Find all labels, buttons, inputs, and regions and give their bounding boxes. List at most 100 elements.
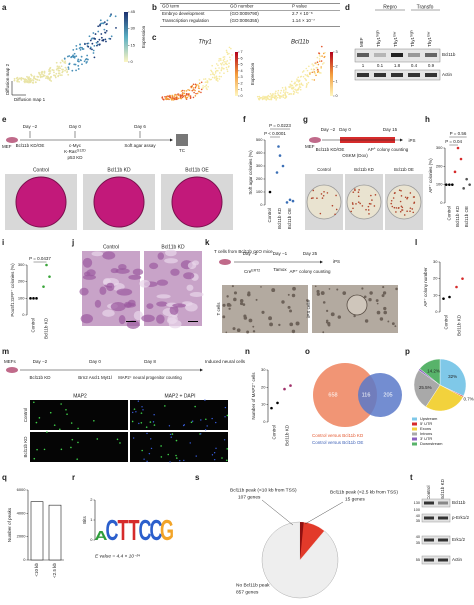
- cell-point: [206, 81, 208, 83]
- cell-point: [110, 35, 113, 38]
- y-axis-label: AP⁺ colony number: [423, 267, 428, 307]
- colony: [391, 205, 394, 208]
- cell-point: [67, 68, 70, 70]
- cell-point: [29, 77, 32, 80]
- cell-point: [292, 90, 295, 92]
- p-value: P < 0.0001: [264, 131, 286, 136]
- cell-point: [298, 86, 301, 88]
- logo-letter: T: [118, 515, 129, 547]
- cell-point: [177, 97, 179, 100]
- band: [408, 73, 420, 77]
- colony: [400, 195, 403, 197]
- band: [424, 538, 434, 542]
- cell-point: [91, 37, 94, 40]
- label: Bcl11b KD: [30, 375, 52, 380]
- colony: [413, 196, 416, 198]
- cell-point: [45, 77, 47, 79]
- cell-point: [53, 71, 55, 74]
- cell-point: [76, 60, 79, 62]
- cell-point: [258, 97, 260, 100]
- band: [357, 53, 369, 57]
- cell-point: [171, 99, 173, 101]
- label: Expression: [141, 25, 146, 48]
- cell-point: [274, 94, 276, 96]
- p-value: P = 0.0223: [269, 123, 291, 128]
- pie-slice: [425, 384, 464, 412]
- cell-point: [192, 96, 195, 99]
- y-axis-label: Pou5f1:GFP⁺ colonies (%): [10, 263, 15, 317]
- cell-point: [93, 56, 96, 59]
- cell-point: [165, 97, 168, 99]
- dish: [346, 184, 382, 220]
- colony: [357, 195, 360, 198]
- colorbar-tick: 0: [336, 94, 338, 98]
- cell: [242, 303, 246, 306]
- cell-point: [282, 91, 285, 93]
- colorbar-tick: 15: [131, 42, 136, 47]
- cell-point: [98, 44, 101, 46]
- logo-letter: C: [106, 515, 119, 547]
- cell: [222, 315, 226, 319]
- cell-point: [226, 70, 229, 73]
- cell-point: [212, 72, 214, 74]
- table-cell: Transcription regulation: [162, 18, 209, 23]
- y-tick-label: 0: [22, 312, 25, 317]
- cell-point: [102, 39, 105, 42]
- cell-point: [84, 43, 86, 46]
- cell-point: [30, 79, 33, 82]
- cell-point: [264, 95, 266, 98]
- line: [304, 501, 344, 525]
- label-rest: colony counting: [376, 147, 409, 152]
- cell-point: [302, 75, 305, 78]
- nucleus: [189, 442, 191, 444]
- label-main: Thy1: [427, 36, 432, 47]
- cell: [381, 294, 385, 298]
- tissue: [102, 251, 116, 260]
- label: MEF: [2, 144, 12, 149]
- colony: [374, 194, 377, 196]
- data-point: [45, 263, 48, 267]
- cell-point: [217, 80, 219, 82]
- label-main: AP: [368, 147, 374, 152]
- pie-slice: [439, 358, 467, 397]
- cell-point: [220, 68, 223, 70]
- cell: [327, 321, 331, 326]
- cell-point: [282, 94, 285, 96]
- tissue: [156, 294, 171, 299]
- day-label: Day −2: [33, 359, 48, 364]
- cell: [167, 453, 170, 456]
- y-tick-label: 0: [23, 557, 26, 562]
- cell-point: [18, 80, 20, 83]
- colony: [370, 203, 372, 205]
- image-label: Control: [103, 244, 119, 250]
- cell: [140, 412, 143, 414]
- cell-point: [277, 92, 279, 94]
- nucleus: [169, 461, 171, 463]
- legend-label: Introns: [420, 431, 432, 436]
- venn-circle: [313, 363, 377, 427]
- cell-point: [35, 78, 37, 81]
- cell: [269, 322, 273, 327]
- colony: [321, 197, 324, 199]
- cell-point: [316, 71, 319, 73]
- dish-label: Bcl11b KD: [107, 167, 131, 173]
- colony: [398, 189, 401, 192]
- cell-point: [60, 65, 63, 68]
- cell-point: [70, 55, 73, 58]
- fluorescence-image: [130, 432, 228, 462]
- cell-point: [71, 69, 74, 72]
- cell-point: [187, 89, 189, 91]
- cell-point: [312, 64, 315, 67]
- band: [374, 53, 386, 57]
- mouse-icon: [6, 137, 18, 143]
- cell-point: [307, 81, 310, 84]
- cell-point: [183, 90, 186, 92]
- rule: [160, 26, 340, 27]
- day-label: Day −2: [23, 124, 38, 129]
- cell-point: [262, 98, 264, 100]
- label: Tamox: [273, 267, 287, 272]
- panel-letter: k: [205, 238, 210, 247]
- cell-point: [269, 98, 271, 101]
- colorbar: [235, 52, 238, 96]
- cell-point: [51, 69, 54, 71]
